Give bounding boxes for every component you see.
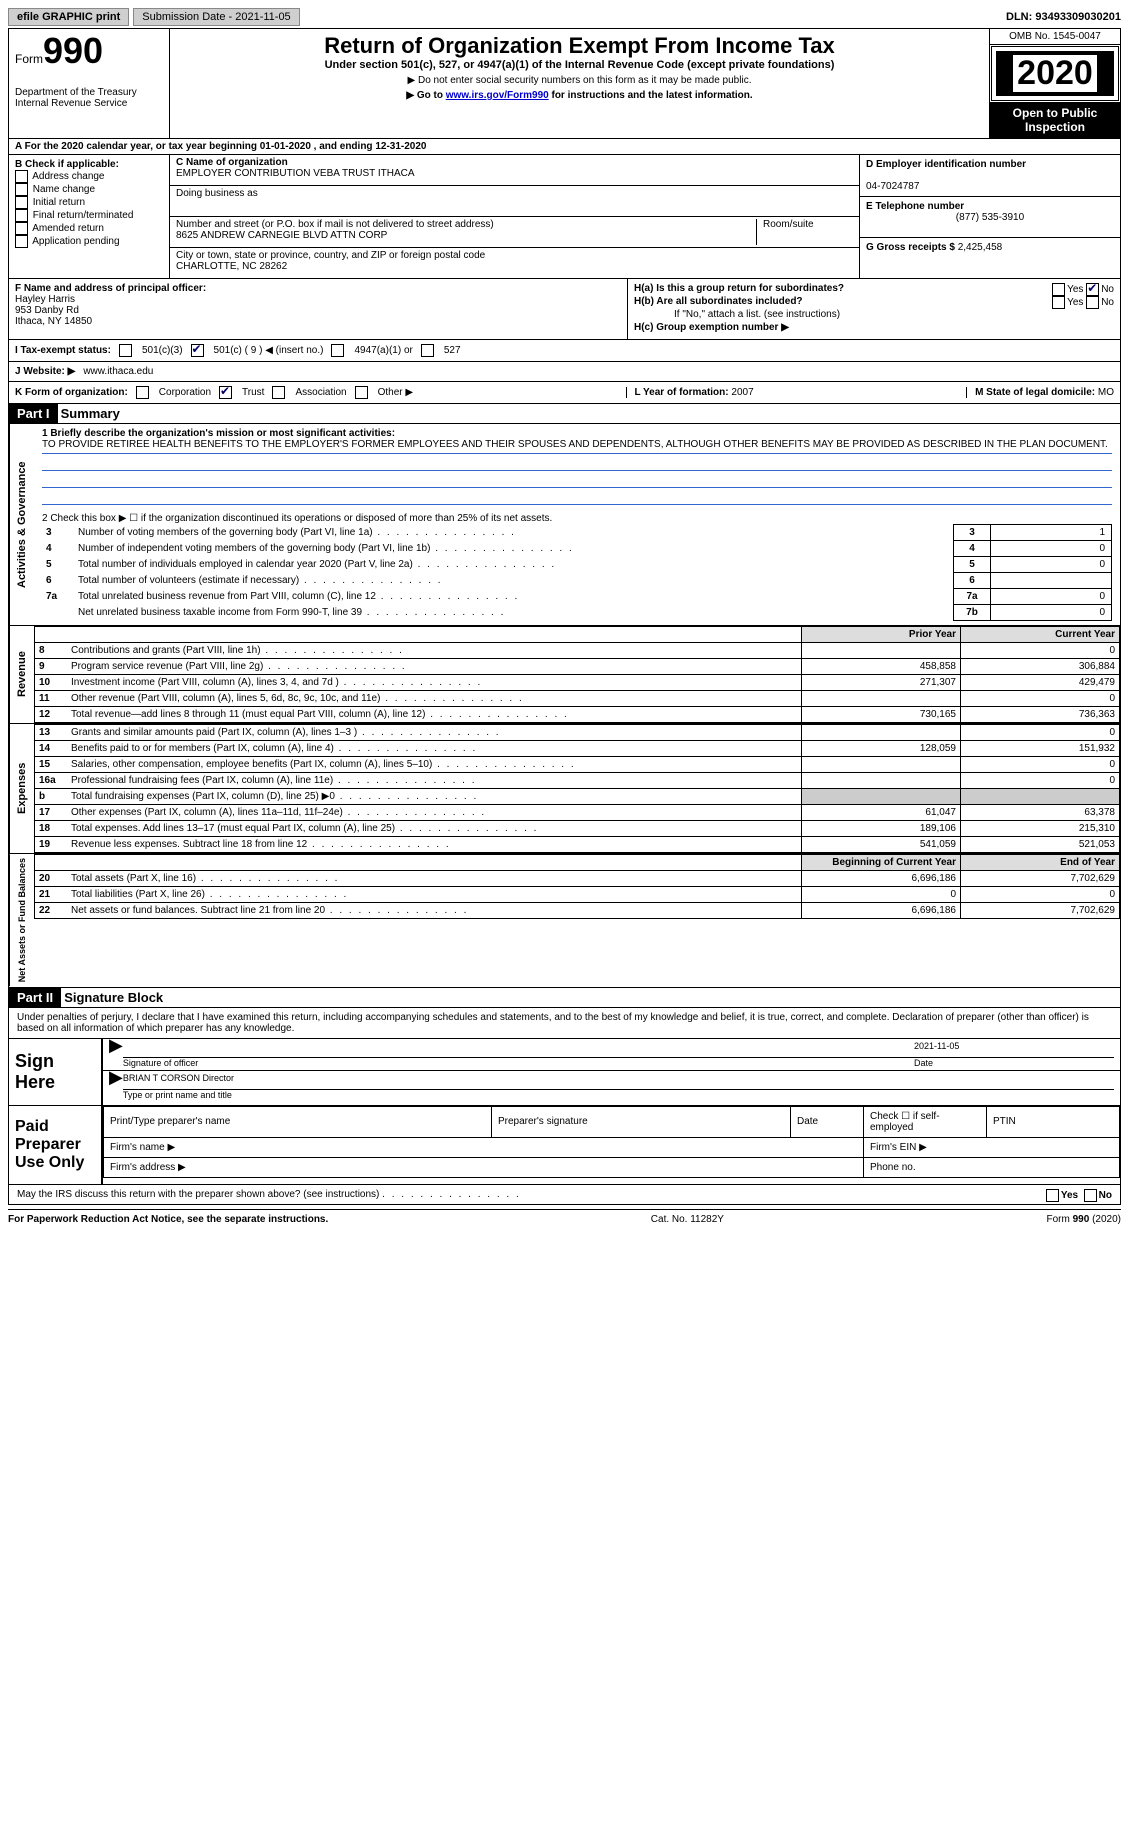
ein-value: 04-7024787 bbox=[866, 181, 919, 192]
org-name: EMPLOYER CONTRIBUTION VEBA TRUST ITHACA bbox=[176, 168, 415, 179]
box-c-name-label: C Name of organization bbox=[176, 157, 288, 168]
table-row: 15Salaries, other compensation, employee… bbox=[35, 757, 1120, 773]
table-row: 16aProfessional fundraising fees (Part I… bbox=[35, 773, 1120, 789]
signer-name: BRIAN T CORSON Director bbox=[123, 1073, 234, 1083]
penalty-text: Under penalties of perjury, I declare th… bbox=[9, 1008, 1120, 1038]
top-toolbar: efile GRAPHIC print Submission Date - 20… bbox=[8, 8, 1121, 26]
table-row: 17Other expenses (Part IX, column (A), l… bbox=[35, 805, 1120, 821]
box-b-item: Name change bbox=[15, 183, 163, 196]
table-row: 18Total expenses. Add lines 13–17 (must … bbox=[35, 821, 1120, 837]
city-label: City or town, state or province, country… bbox=[176, 250, 485, 261]
omb-number: OMB No. 1545-0047 bbox=[990, 29, 1120, 45]
street-address: 8625 ANDREW CARNEGIE BLVD ATTN CORP bbox=[176, 230, 387, 241]
form-prefix: Form bbox=[15, 52, 43, 66]
submission-date: Submission Date - 2021-11-05 bbox=[133, 8, 299, 26]
table-row: 7aTotal unrelated business revenue from … bbox=[42, 589, 1112, 605]
note-link: ▶ Go to www.irs.gov/Form990 for instruct… bbox=[178, 90, 981, 101]
q1-label: 1 Briefly describe the organization's mi… bbox=[42, 428, 395, 439]
ha-label: H(a) Is this a group return for subordin… bbox=[634, 283, 844, 294]
box-e-label: E Telephone number bbox=[866, 201, 964, 212]
table-row: 9Program service revenue (Part VIII, lin… bbox=[35, 659, 1120, 675]
table-row: 5Total number of individuals employed in… bbox=[42, 557, 1112, 573]
note-ssn: ▶ Do not enter social security numbers o… bbox=[178, 75, 981, 86]
part1-header: Part I bbox=[9, 404, 58, 423]
expenses-block: Expenses 13Grants and similar amounts pa… bbox=[8, 724, 1121, 854]
form-footer: Form 990 (2020) bbox=[1047, 1214, 1121, 1225]
telephone-value: (877) 535-3910 bbox=[956, 212, 1024, 223]
tax-exempt-row: I Tax-exempt status: 501(c)(3) 501(c) ( … bbox=[8, 340, 1121, 362]
form-header: Form990 Department of the Treasury Inter… bbox=[8, 28, 1121, 138]
table-row: 14Benefits paid to or for members (Part … bbox=[35, 741, 1120, 757]
section-b-through-g: B Check if applicable: Address change Na… bbox=[8, 155, 1121, 279]
cat-number: Cat. No. 11282Y bbox=[651, 1214, 724, 1225]
sign-here-label: Sign Here bbox=[9, 1039, 103, 1105]
irs-link[interactable]: www.irs.gov/Form990 bbox=[446, 90, 549, 101]
box-b-item: Application pending bbox=[15, 235, 163, 248]
governance-block: Activities & Governance 1 Briefly descri… bbox=[8, 424, 1121, 626]
room-label: Room/suite bbox=[763, 219, 814, 230]
table-row: 20Total assets (Part X, line 16)6,696,18… bbox=[35, 871, 1120, 887]
dept-label: Department of the Treasury Internal Reve… bbox=[15, 87, 163, 109]
table-row: 13Grants and similar amounts paid (Part … bbox=[35, 725, 1120, 741]
box-b-header: B Check if applicable: bbox=[15, 159, 163, 170]
table-row: 19Revenue less expenses. Subtract line 1… bbox=[35, 837, 1120, 853]
hb-note: If "No," attach a list. (see instruction… bbox=[634, 309, 1114, 320]
box-d-label: D Employer identification number bbox=[866, 159, 1026, 170]
open-inspection: Open to Public Inspection bbox=[990, 102, 1120, 138]
part2-header: Part II bbox=[9, 988, 61, 1007]
box-f-label: F Name and address of principal officer: bbox=[15, 283, 206, 294]
mission-text: TO PROVIDE RETIREE HEALTH BENEFITS TO TH… bbox=[42, 439, 1112, 454]
box-b-item: Address change bbox=[15, 170, 163, 183]
vlabel-revenue: Revenue bbox=[9, 626, 34, 723]
dba-label: Doing business as bbox=[176, 188, 258, 199]
box-b-item: Final return/terminated bbox=[15, 209, 163, 222]
table-row: 10Investment income (Part VIII, column (… bbox=[35, 675, 1120, 691]
officer-name: Hayley Harris bbox=[15, 294, 75, 305]
part1-title: Summary bbox=[61, 406, 120, 421]
gross-receipts: 2,425,458 bbox=[958, 242, 1003, 253]
q2-text: 2 Check this box ▶ ☐ if the organization… bbox=[42, 513, 1112, 524]
box-g-label: G Gross receipts $ bbox=[866, 242, 955, 253]
efile-button[interactable]: efile GRAPHIC print bbox=[8, 8, 129, 26]
city-state-zip: CHARLOTTE, NC 28262 bbox=[176, 261, 287, 272]
officer-addr1: 953 Danby Rd bbox=[15, 305, 79, 316]
form-title: Return of Organization Exempt From Incom… bbox=[178, 33, 981, 59]
table-row: 3Number of voting members of the governi… bbox=[42, 525, 1112, 541]
may-irs-text: May the IRS discuss this return with the… bbox=[17, 1189, 379, 1200]
hc-label: H(c) Group exemption number ▶ bbox=[634, 322, 789, 333]
vlabel-governance: Activities & Governance bbox=[9, 424, 34, 625]
tax-year: 2020 bbox=[1013, 55, 1097, 92]
table-row: 12Total revenue—add lines 8 through 11 (… bbox=[35, 707, 1120, 723]
vlabel-expenses: Expenses bbox=[9, 724, 34, 853]
table-row: 21Total liabilities (Part X, line 26)00 bbox=[35, 887, 1120, 903]
netassets-block: Net Assets or Fund Balances Beginning of… bbox=[8, 854, 1121, 987]
form-subtitle: Under section 501(c), 527, or 4947(a)(1)… bbox=[178, 59, 981, 71]
part2-title: Signature Block bbox=[64, 990, 163, 1005]
box-b-item: Amended return bbox=[15, 222, 163, 235]
revenue-block: Revenue Prior YearCurrent Year8Contribut… bbox=[8, 626, 1121, 724]
officer-addr2: Ithaca, NY 14850 bbox=[15, 316, 92, 327]
hb-label: H(b) Are all subordinates included? bbox=[634, 296, 803, 307]
section-f-h: F Name and address of principal officer:… bbox=[8, 279, 1121, 340]
table-row: 6Total number of volunteers (estimate if… bbox=[42, 573, 1112, 589]
website-value: www.ithaca.edu bbox=[83, 366, 153, 377]
signature-block: Under penalties of perjury, I declare th… bbox=[8, 1008, 1121, 1205]
pra-notice: For Paperwork Reduction Act Notice, see … bbox=[8, 1214, 328, 1225]
period-row: A For the 2020 calendar year, or tax yea… bbox=[8, 138, 1121, 155]
website-row: J Website: ▶ www.ithaca.edu bbox=[8, 362, 1121, 382]
form-number: 990 bbox=[43, 30, 103, 71]
paid-preparer-label: Paid Preparer Use Only bbox=[9, 1106, 103, 1184]
dln-label: DLN: 93493309030201 bbox=[1006, 11, 1121, 23]
table-row: Net unrelated business taxable income fr… bbox=[42, 605, 1112, 621]
table-row: 4Number of independent voting members of… bbox=[42, 541, 1112, 557]
table-row: 11Other revenue (Part VIII, column (A), … bbox=[35, 691, 1120, 707]
footer-row: For Paperwork Reduction Act Notice, see … bbox=[8, 1209, 1121, 1229]
k-l-m-row: K Form of organization: Corporation Trus… bbox=[8, 382, 1121, 404]
box-b-item: Initial return bbox=[15, 196, 163, 209]
table-row: 22Net assets or fund balances. Subtract … bbox=[35, 903, 1120, 919]
table-row: 8Contributions and grants (Part VIII, li… bbox=[35, 643, 1120, 659]
vlabel-netassets: Net Assets or Fund Balances bbox=[9, 854, 34, 986]
addr-label: Number and street (or P.O. box if mail i… bbox=[176, 219, 494, 230]
table-row: bTotal fundraising expenses (Part IX, co… bbox=[35, 789, 1120, 805]
